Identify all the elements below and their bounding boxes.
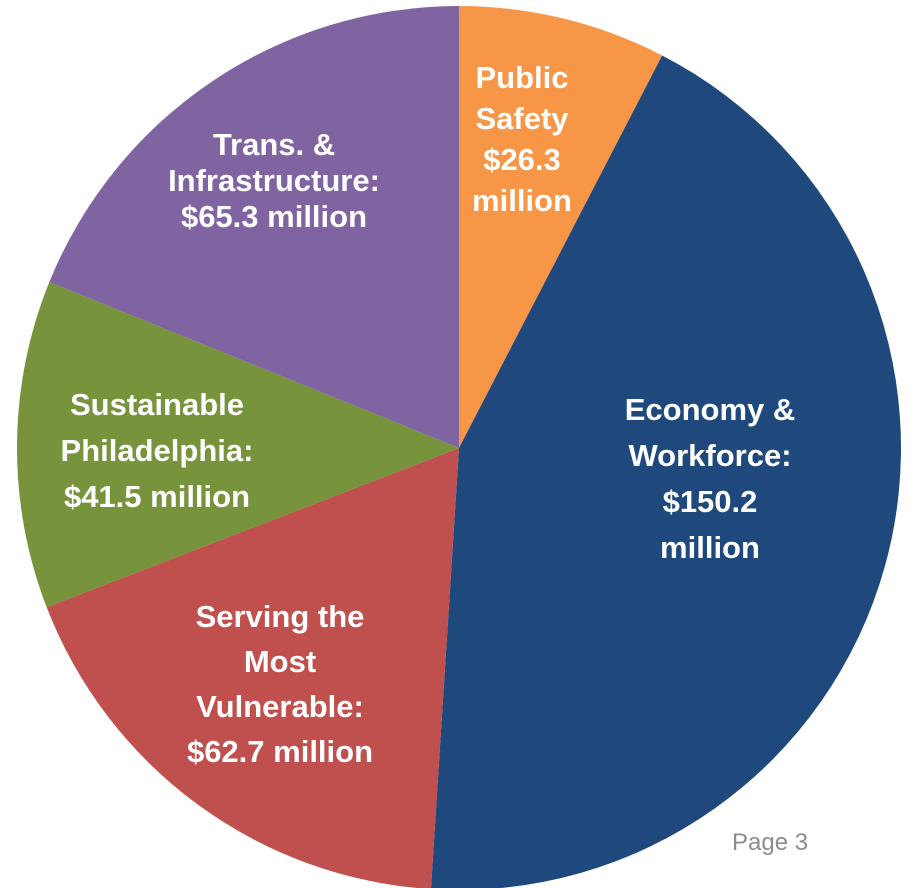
pie-slice-label-line: Vulnerable: — [196, 689, 364, 724]
pie-slice-label-line: Serving the — [196, 599, 365, 634]
pie-slice-label-1: Public Safety $26.3 million — [472, 60, 572, 218]
page-number: Page 3 — [732, 829, 809, 856]
pie-slice-label-line: $26.3 — [483, 142, 561, 177]
pie-slice-label-4: Sustainable Philadelphia: $41.5 million — [61, 387, 254, 514]
pie-slice-label-2: Economy & Workforce: $150.2 million — [625, 392, 796, 565]
pie-slice-1 — [459, 6, 663, 448]
pie-slice-label-line: $41.5 million — [64, 479, 250, 514]
pie-slice-label-line: Sustainable — [70, 387, 244, 422]
pie-slice-label-5: Trans. & Infrastructure: $65.3 million — [168, 127, 380, 234]
pie-slice-label-3: Serving the Most Vulnerable: $62.7 million — [187, 599, 373, 769]
pie-slice-label-line: $65.3 million — [181, 199, 367, 234]
pie-slice-label-line: Economy & — [625, 392, 796, 427]
pie-slice-label-line: million — [660, 530, 760, 565]
pie-slice-4 — [16, 282, 460, 608]
pie-slice-label-line: Workforce: — [628, 438, 791, 473]
pie-slice-label-line: Philadelphia: — [61, 433, 254, 468]
pie-slice-label-line: Most — [244, 644, 316, 679]
pie-slice-5 — [49, 6, 459, 448]
pie-slice-label-line: $62.7 million — [187, 734, 373, 769]
pie-slice-label-line: Infrastructure: — [168, 163, 380, 198]
pie-slice-label-line: million — [472, 183, 572, 218]
pie-slice-3 — [46, 448, 459, 888]
pie-slice-label-line: Safety — [475, 101, 569, 136]
pie-slice-label-line: $150.2 — [663, 484, 758, 519]
pie-slice-2 — [431, 55, 901, 888]
pie-slice-label-line: Public — [475, 60, 568, 95]
pie-slice-label-line: Trans. & — [213, 127, 335, 162]
